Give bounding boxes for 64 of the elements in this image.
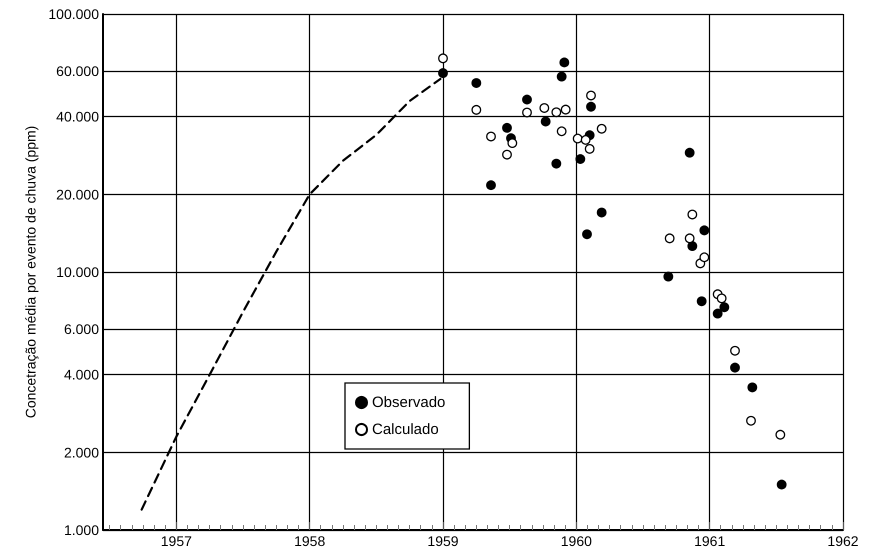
point [540, 116, 551, 126]
point [572, 134, 583, 144]
point [486, 180, 496, 190]
point [730, 346, 740, 356]
x-tick-label: 1962 [827, 533, 859, 549]
point [522, 94, 532, 104]
point [712, 308, 723, 318]
point [580, 135, 591, 145]
point [699, 225, 710, 236]
point [539, 103, 550, 113]
point [664, 233, 675, 244]
point [719, 302, 730, 312]
point [559, 58, 570, 68]
point [438, 53, 448, 64]
point [746, 416, 756, 426]
point [551, 158, 562, 169]
point [575, 154, 586, 164]
point [502, 150, 512, 160]
point [556, 72, 567, 82]
point [586, 102, 596, 112]
point [775, 430, 786, 440]
legend-label: Observado [372, 394, 446, 411]
y-tick-label: 60.000 [56, 63, 100, 80]
x-tick-label: 1959 [427, 533, 459, 549]
x-tick-label: 1957 [160, 533, 192, 549]
point [696, 296, 707, 306]
point [776, 480, 787, 490]
point [699, 252, 710, 262]
y-tick-label: 4.000 [64, 366, 100, 383]
x-tick-label: 1958 [294, 533, 326, 549]
point [584, 144, 595, 154]
point [471, 104, 482, 115]
point [586, 90, 596, 100]
point [502, 122, 512, 133]
point [556, 126, 567, 136]
y-tick-label: 100.000 [48, 6, 100, 22]
point [684, 233, 695, 244]
y-tick-label: 10.000 [56, 264, 100, 280]
point [507, 138, 518, 148]
x-tick-label: 1960 [560, 533, 592, 549]
point [551, 107, 562, 118]
point [716, 294, 727, 304]
point [747, 382, 758, 392]
point [596, 124, 607, 134]
y-tick-label: 20.000 [56, 186, 100, 202]
y-tick-label: 1.000 [64, 522, 100, 538]
point [582, 229, 592, 240]
point [684, 148, 695, 158]
point [663, 272, 674, 282]
point [730, 362, 740, 373]
point [687, 241, 698, 251]
y-tick-label: 2.000 [64, 444, 100, 460]
point [687, 210, 698, 220]
y-tick-label: 6.000 [64, 321, 100, 338]
point [596, 208, 607, 218]
point [471, 78, 482, 88]
point [486, 132, 496, 142]
legend-label: Calculado [372, 421, 439, 438]
point [522, 108, 532, 118]
x-tick-label: 1961 [694, 533, 726, 549]
y-tick-label: 40.000 [56, 108, 100, 125]
point [438, 68, 448, 78]
point [560, 104, 571, 115]
y-axis-title: Concetração média por evento de chuva (ppm) [22, 126, 38, 418]
